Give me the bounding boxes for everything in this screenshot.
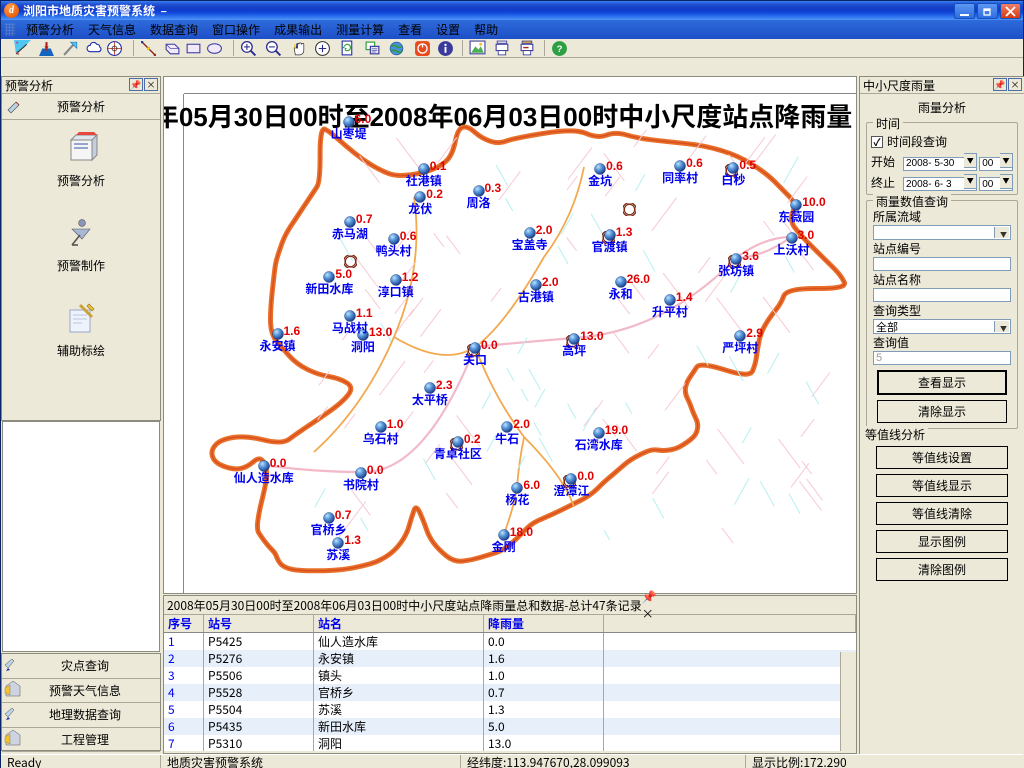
svg-text:?: ? — [557, 44, 563, 55]
